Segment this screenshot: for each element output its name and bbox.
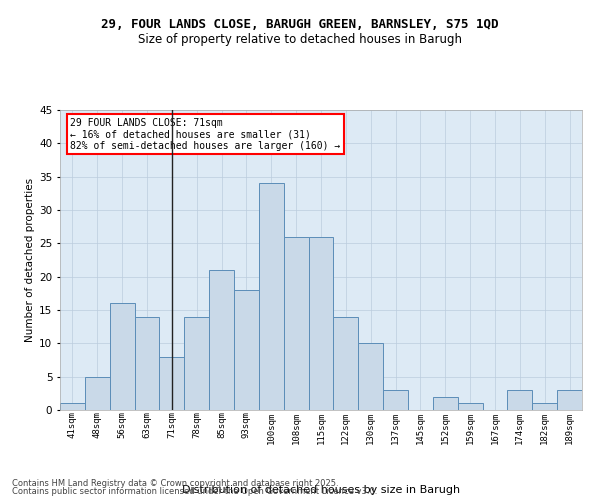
- Text: Contains public sector information licensed under the Open Government Licence v3: Contains public sector information licen…: [12, 487, 377, 496]
- Bar: [458, 404, 482, 410]
- Bar: [308, 236, 334, 410]
- Bar: [184, 316, 209, 410]
- Y-axis label: Number of detached properties: Number of detached properties: [25, 178, 35, 342]
- Bar: [433, 396, 458, 410]
- Bar: [134, 316, 160, 410]
- Bar: [209, 270, 234, 410]
- X-axis label: Distribution of detached houses by size in Barugh: Distribution of detached houses by size …: [182, 486, 460, 496]
- Bar: [284, 236, 308, 410]
- Bar: [383, 390, 408, 410]
- Bar: [234, 290, 259, 410]
- Bar: [85, 376, 110, 410]
- Bar: [557, 390, 582, 410]
- Bar: [358, 344, 383, 410]
- Bar: [60, 404, 85, 410]
- Bar: [259, 184, 284, 410]
- Text: 29 FOUR LANDS CLOSE: 71sqm
← 16% of detached houses are smaller (31)
82% of semi: 29 FOUR LANDS CLOSE: 71sqm ← 16% of deta…: [70, 118, 341, 150]
- Bar: [532, 404, 557, 410]
- Bar: [160, 356, 184, 410]
- Bar: [334, 316, 358, 410]
- Text: 29, FOUR LANDS CLOSE, BARUGH GREEN, BARNSLEY, S75 1QD: 29, FOUR LANDS CLOSE, BARUGH GREEN, BARN…: [101, 18, 499, 30]
- Text: Size of property relative to detached houses in Barugh: Size of property relative to detached ho…: [138, 32, 462, 46]
- Bar: [508, 390, 532, 410]
- Text: Contains HM Land Registry data © Crown copyright and database right 2025.: Contains HM Land Registry data © Crown c…: [12, 478, 338, 488]
- Bar: [110, 304, 134, 410]
